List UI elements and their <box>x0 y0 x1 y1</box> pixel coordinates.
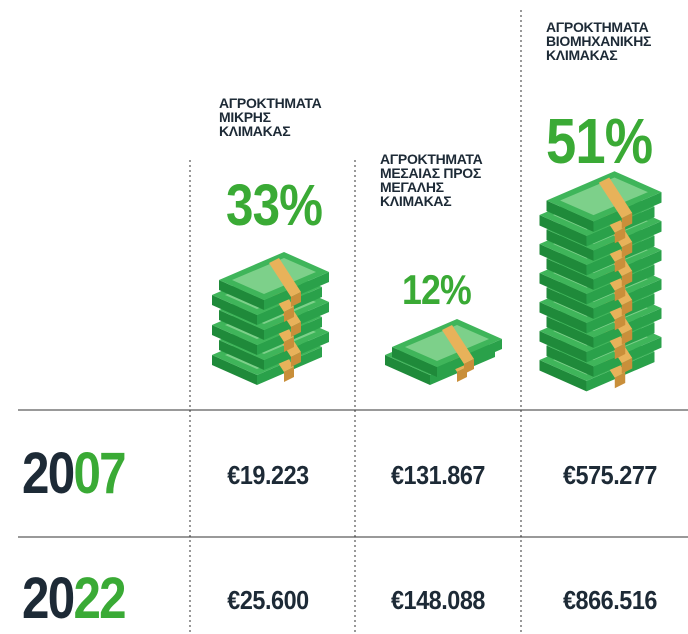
bill-part <box>442 325 474 364</box>
bill-part <box>546 229 594 261</box>
header-line: ΑΓΡΟΚΤΗΜΑΤΑ <box>380 151 483 167</box>
bill-part <box>284 367 294 382</box>
year: 2007 <box>22 440 127 507</box>
bill-part <box>621 271 633 287</box>
bill-part <box>614 343 626 360</box>
header-line: ΚΛΙΜΑΚΑΣ <box>219 123 291 139</box>
header-line: ΚΛΙΜΑΚΑΣ <box>546 47 618 63</box>
bill-part <box>598 177 633 219</box>
bill-part <box>284 307 294 322</box>
bill-part <box>392 347 437 377</box>
bill-part <box>560 177 648 216</box>
bill-part <box>546 316 594 348</box>
amount: €19.223 <box>227 460 309 490</box>
amount: €25.600 <box>227 585 309 615</box>
amount: €131.867 <box>390 460 485 490</box>
bill-part <box>621 329 633 345</box>
bill-part <box>546 345 594 377</box>
money-stacks <box>212 171 662 392</box>
share: 12% <box>402 266 472 313</box>
bill-part <box>614 285 626 302</box>
bill-part <box>614 372 626 389</box>
share: 33% <box>226 173 323 238</box>
bill-part <box>212 355 257 385</box>
bill-part <box>546 200 594 232</box>
bill-part <box>546 287 594 319</box>
column-header: ΑΓΡΟΚΤΗΜΑΤΑ ΜΕΣΑΙΑΣ ΠΡΟΣ ΜΕΓΑΛΗΣ ΚΛΙΜΑΚΑΣ <box>380 151 483 209</box>
bill-part <box>405 325 489 361</box>
bill-part <box>291 322 301 337</box>
header-line: ΜΕΣΑΙΑΣ ΠΡΟΣ <box>380 165 481 181</box>
bill-part <box>539 244 587 276</box>
bill-part <box>539 273 587 305</box>
year-part: 20 <box>22 441 75 506</box>
bill-part <box>621 300 633 316</box>
bill-part <box>539 302 587 334</box>
bill-part <box>539 360 587 392</box>
bill-part <box>212 295 257 325</box>
header-line: ΑΓΡΟΚΤΗΜΑΤΑ <box>219 95 322 111</box>
amount: €866.516 <box>562 585 657 615</box>
header-line: ΒΙΟΜΗΧΑΝΙΚΗΣ <box>546 33 652 49</box>
bill-part <box>614 314 626 331</box>
bill-part <box>284 337 294 352</box>
bill-part <box>539 215 587 247</box>
bill-part <box>464 359 474 374</box>
bill-part <box>219 310 264 340</box>
bill-part <box>219 280 264 310</box>
amount: €148.088 <box>390 585 485 615</box>
header-line: ΚΛΙΜΑΚΑΣ <box>380 193 452 209</box>
header-line: ΑΓΡΟΚΤΗΜΑΤΑ <box>546 19 649 35</box>
bill-part <box>621 358 633 374</box>
bill-part <box>539 331 587 363</box>
bill-part <box>546 258 594 290</box>
bill-part <box>232 258 316 294</box>
year: 2022 <box>22 565 127 632</box>
column-header: ΑΓΡΟΚΤΗΜΑΤΑ ΜΙΚΡΗΣ ΚΛΙΜΑΚΑΣ <box>219 95 322 139</box>
header-line: ΜΙΚΡΗΣ <box>219 109 271 125</box>
bill-part <box>291 352 301 367</box>
bill-part <box>291 292 301 307</box>
bill-part <box>621 242 633 258</box>
year-part: 20 <box>22 566 75 631</box>
column-header: ΑΓΡΟΚΤΗΜΑΤΑ ΒΙΟΜΗΧΑΝΙΚΗΣ ΚΛΙΜΑΚΑΣ <box>546 20 651 62</box>
year-part: 07 <box>73 441 126 506</box>
column-dividers <box>189 10 522 634</box>
year-part: 22 <box>73 566 126 631</box>
bill-part <box>212 325 257 355</box>
bill-part <box>621 213 633 229</box>
share: 51% <box>546 105 653 177</box>
bill-part <box>614 227 626 244</box>
bill-part <box>269 258 301 297</box>
bill-part <box>385 355 430 385</box>
row-dividers <box>18 409 688 538</box>
bill-part <box>219 340 264 370</box>
bill-part <box>614 256 626 273</box>
amount: €575.277 <box>562 460 657 490</box>
header-line: ΜΕΓΑΛΗΣ <box>380 179 444 195</box>
